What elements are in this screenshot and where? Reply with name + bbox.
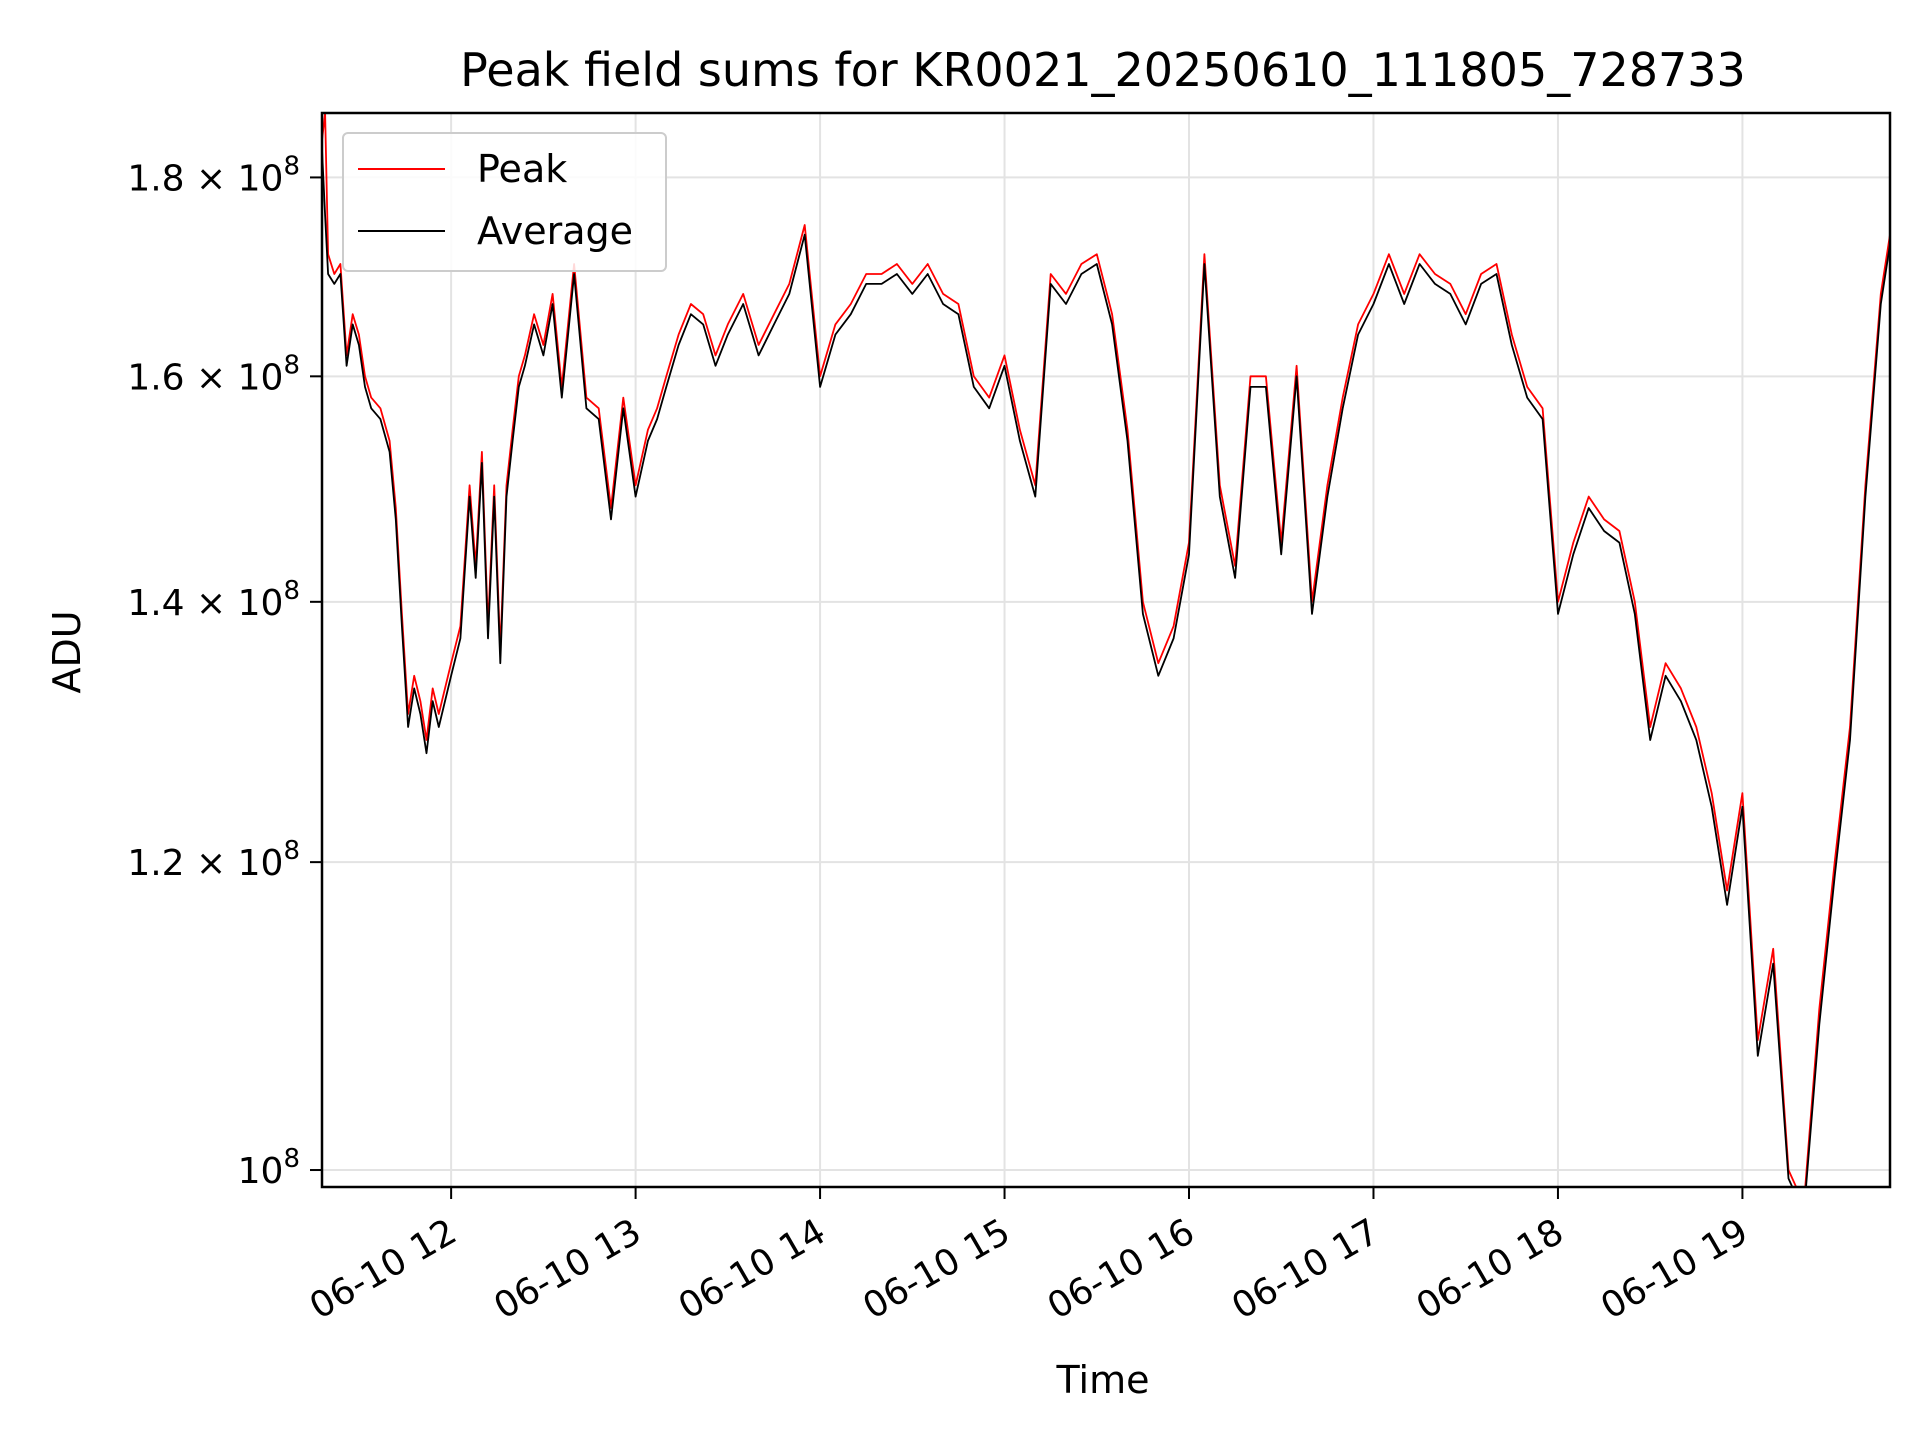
y-tick-label: 1.4 × 108 bbox=[127, 576, 300, 624]
y-tick-exponent: 8 bbox=[283, 836, 300, 866]
legend-box bbox=[342, 132, 667, 272]
legend-label-average: Average bbox=[477, 209, 633, 253]
y-tick-exponent: 8 bbox=[283, 350, 300, 380]
x-tick-label: 06-10 12 bbox=[303, 1211, 464, 1327]
y-tick-label: 108 bbox=[238, 1144, 300, 1192]
grid bbox=[322, 113, 1890, 1187]
legend-label-peak: Peak bbox=[477, 147, 567, 191]
y-tick-mantissa: 1.6 × bbox=[127, 357, 237, 398]
series-line-peak bbox=[322, 113, 1890, 1187]
y-tick-exponent: 8 bbox=[283, 151, 300, 181]
x-tick-label: 06-10 16 bbox=[1041, 1211, 1202, 1327]
x-tick-label: 06-10 18 bbox=[1410, 1211, 1571, 1327]
x-tick-label: 06-10 19 bbox=[1594, 1211, 1755, 1327]
plot-frame bbox=[320, 111, 1892, 1189]
chart-title: Peak field sums for KR0021_20250610_1118… bbox=[460, 43, 1746, 97]
series-line-average bbox=[322, 149, 1890, 1187]
y-tick-base: 10 bbox=[238, 357, 284, 398]
x-tick-label: 06-10 14 bbox=[672, 1211, 833, 1327]
y-tick-mantissa: 1.4 × bbox=[127, 583, 237, 624]
y-tick-exponent: 8 bbox=[283, 576, 300, 606]
x-axis-label: Time bbox=[1056, 1358, 1150, 1402]
y-tick-base: 10 bbox=[238, 158, 284, 199]
y-tick-label: 1.8 × 108 bbox=[127, 151, 300, 199]
y-tick-mantissa: 1.8 × bbox=[127, 158, 237, 199]
y-tick-label: 1.6 × 108 bbox=[127, 350, 300, 398]
x-axis-ticks: 06-10 12 06-10 13 06-10 14 06-10 15 06-10 16… bbox=[303, 1187, 1755, 1328]
y-tick-base: 10 bbox=[238, 1151, 284, 1192]
y-tick-exponent: 8 bbox=[283, 1144, 300, 1174]
y-tick-label: 1.2 × 108 bbox=[127, 836, 300, 884]
y-axis-label: ADU bbox=[45, 610, 89, 693]
x-tick-label: 06-10 15 bbox=[856, 1211, 1017, 1327]
series-layer bbox=[322, 113, 1890, 1187]
y-tick-mantissa: 1.2 × bbox=[127, 843, 237, 884]
y-tick-base: 10 bbox=[238, 583, 284, 624]
x-tick-label: 06-10 13 bbox=[487, 1211, 648, 1327]
legend: Peak Average bbox=[342, 132, 667, 272]
y-tick-base: 10 bbox=[238, 843, 284, 884]
x-tick-label: 06-10 17 bbox=[1225, 1211, 1386, 1327]
